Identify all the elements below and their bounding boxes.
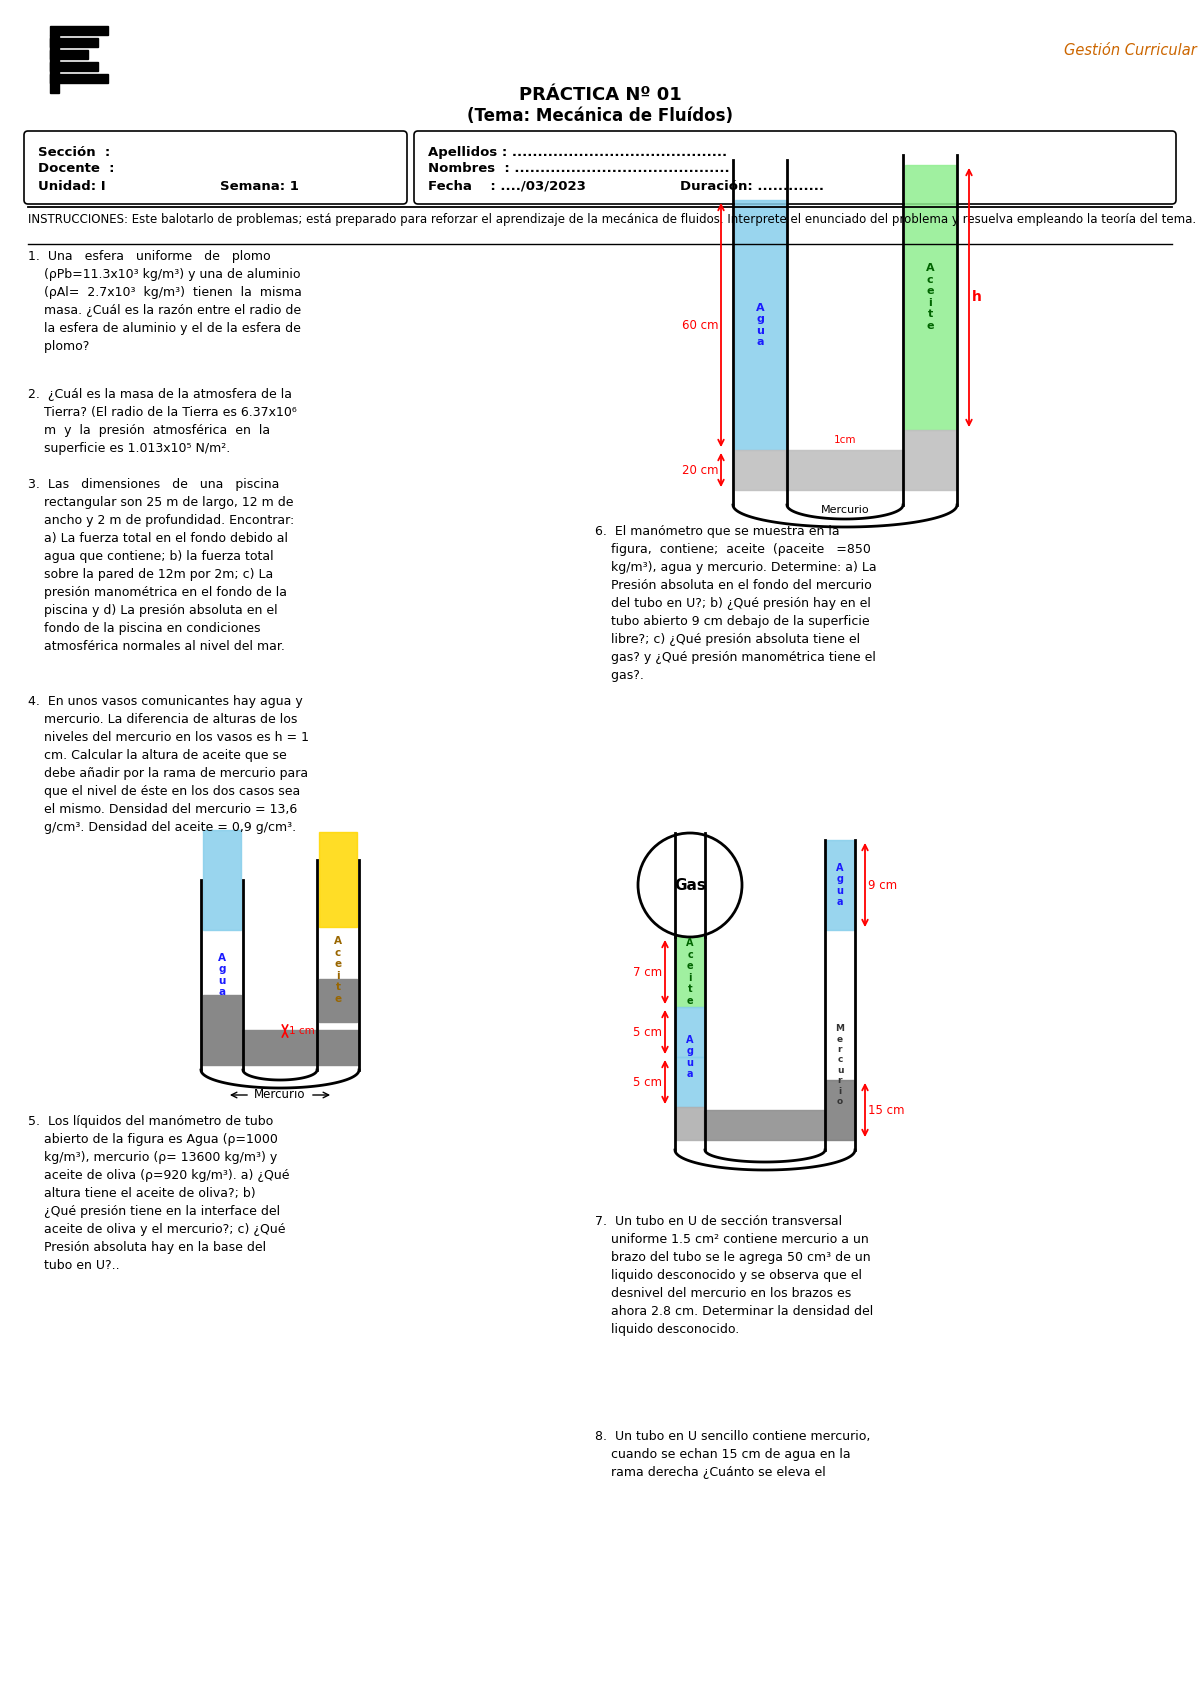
Text: 60 cm: 60 cm [682,319,718,331]
Bar [734,450,786,491]
Bar [785,450,904,491]
Text: 1.  Una   esfera   uniforme   de   plomo
    (ρPb=11.3x10³ kg/m³) y una de alumi: 1. Una esfera uniforme de plomo (ρPb=11.… [28,250,302,353]
Text: 7.  Un tubo en U de sección transversal
    uniforme 1.5 cm² contiene mercurio a: 7. Un tubo en U de sección transversal u… [595,1216,874,1336]
Bar [319,980,358,1022]
Bar [905,165,956,430]
Text: 9 cm: 9 cm [868,878,898,891]
Text: 5.  Los líquidos del manómetro de tubo
    abierto de la figura es Agua (ρ=1000
: 5. Los líquidos del manómetro de tubo ab… [28,1116,289,1272]
Bar [676,1007,704,1056]
Text: Mercurio: Mercurio [821,504,869,514]
Text: 8.  Un tubo en U sencillo contiene mercurio,
    cuando se echan 15 cm de agua e: 8. Un tubo en U sencillo contiene mercur… [595,1430,870,1479]
Bar [704,1110,826,1139]
Text: (Tema: Mecánica de Fluídos): (Tema: Mecánica de Fluídos) [467,107,733,126]
Text: A
c
e
i
t
e: A c e i t e [334,936,342,1004]
Text: Mercurio: Mercurio [254,1088,306,1102]
Text: Gestión Curricular: Gestión Curricular [1063,42,1196,58]
Bar [676,937,704,1007]
Bar [203,830,241,931]
Text: h: h [972,290,982,304]
Bar [676,1107,704,1139]
Text: PRÁCTICA Nº 01: PRÁCTICA Nº 01 [518,87,682,104]
Text: 7 cm: 7 cm [632,966,662,978]
Text: A
g
u
a: A g u a [218,953,226,997]
Text: M
e
r
c
u
r
i
o: M e r c u r i o [835,1024,845,1105]
Text: 20 cm: 20 cm [682,464,718,477]
Bar [676,1056,704,1107]
Bar [905,430,956,491]
Text: Sección  :: Sección : [38,146,110,158]
Bar [50,75,108,83]
Text: 1 cm: 1 cm [289,1026,314,1036]
Bar [319,832,358,927]
Circle shape [638,834,742,937]
Text: A
g
u
a: A g u a [836,863,844,907]
Text: A
c
e
i
t
e: A c e i t e [925,263,935,331]
Bar [50,36,59,93]
Text: Unidad: I: Unidad: I [38,180,106,192]
Bar [826,1080,854,1139]
Text: Gas: Gas [674,878,706,893]
Bar [202,1031,359,1065]
Bar [50,63,98,71]
Bar [826,841,854,931]
Text: 15 cm: 15 cm [868,1104,905,1117]
Bar [50,37,98,48]
Text: 1cm: 1cm [834,435,857,445]
Text: 3.  Las   dimensiones   de   una   piscina
    rectangular son 25 m de largo, 12: 3. Las dimensiones de una piscina rectan… [28,479,294,654]
Text: A
g
u
a: A g u a [686,1034,694,1080]
Text: 4.  En unos vasos comunicantes hay agua y
    mercurio. La diferencia de alturas: 4. En unos vasos comunicantes hay agua y… [28,694,310,834]
Text: Docente  :: Docente : [38,161,114,175]
Bar [50,25,108,36]
Bar [734,200,786,450]
Text: A
g
u
a: A g u a [756,302,764,348]
FancyBboxPatch shape [24,131,407,204]
Bar [203,995,241,1031]
Bar [50,49,88,59]
Text: Apellidos : ..........................................: Apellidos : ............................… [428,146,727,158]
Text: 5 cm: 5 cm [634,1075,662,1088]
Text: Semana: 1: Semana: 1 [220,180,299,192]
Text: Duración: .............: Duración: ............. [680,180,824,192]
Text: 5 cm: 5 cm [634,1026,662,1039]
Text: Nombres  : ..........................................: Nombres : ..............................… [428,161,730,175]
Text: 6.  El manómetro que se muestra en la
    figura,  contiene;  aceite  (ρaceite  : 6. El manómetro que se muestra en la fig… [595,525,877,683]
Text: INSTRUCCIONES: Este balotarlo de problemas; está preparado para reforzar el apre: INSTRUCCIONES: Este balotarlo de problem… [28,212,1196,226]
Text: Fecha    : ..../03/2023: Fecha : ..../03/2023 [428,180,586,192]
Text: 2.  ¿Cuál es la masa de la atmosfera de la
    Tierra? (El radio de la Tierra es: 2. ¿Cuál es la masa de la atmosfera de l… [28,389,296,455]
Text: A
c
e
i
t
e: A c e i t e [686,937,694,1005]
FancyBboxPatch shape [414,131,1176,204]
